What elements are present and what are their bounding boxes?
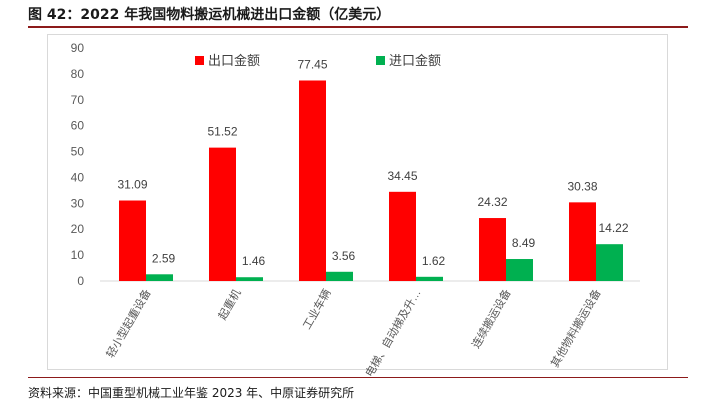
bars	[119, 80, 623, 281]
export-bar-1	[209, 147, 236, 281]
title-rule	[28, 26, 688, 28]
legend-label-1: 进口金额	[389, 53, 441, 68]
import-bar-2	[326, 271, 353, 281]
export-value-label-1: 51.52	[207, 125, 237, 139]
category-label-3: 电梯、自动梯及升…	[363, 287, 424, 379]
y-tick-label: 30	[71, 196, 85, 210]
category-label-4: 连续搬运设备	[468, 287, 513, 351]
export-bar-2	[299, 80, 326, 281]
legend-label-0: 出口金额	[208, 53, 260, 68]
y-tick-label: 50	[71, 145, 85, 159]
import-value-label-0: 2.59	[152, 251, 176, 265]
import-bar-3	[416, 276, 443, 281]
category-label-1: 起重机	[215, 287, 244, 323]
import-value-label-2: 3.56	[332, 249, 356, 263]
y-axis-ticks: 0 10 20 30 40 50 60 70 80 90	[71, 41, 85, 288]
bottom-rule	[28, 377, 688, 378]
export-value-label-2: 77.45	[297, 57, 327, 71]
export-bar-5	[569, 202, 596, 281]
import-value-label-5: 14.22	[598, 221, 628, 235]
export-bar-0	[119, 200, 146, 281]
legend-swatch-1	[376, 56, 385, 65]
y-tick-label: 80	[71, 67, 85, 81]
export-bar-3	[389, 191, 416, 281]
import-bar-0	[146, 274, 173, 281]
legend: 出口金额 进口金额	[195, 53, 441, 68]
y-tick-label: 70	[71, 93, 85, 107]
y-tick-label: 40	[71, 170, 85, 184]
import-value-label-4: 8.49	[512, 236, 536, 250]
export-value-label-0: 31.09	[117, 178, 147, 192]
import-bar-5	[596, 244, 623, 281]
y-tick-label: 0	[77, 274, 84, 288]
figure-title: 图 42：2022 年我国物料搬运机械进出口金额（亿美元）	[28, 7, 391, 23]
import-value-label-1: 1.46	[242, 254, 266, 268]
export-value-label-4: 24.32	[477, 195, 507, 209]
export-bar-4	[479, 218, 506, 281]
value-labels: 31.09 51.52 77.45 34.45 24.32 30.38 2.59 1.46 3.…	[117, 57, 628, 268]
category-labels: 轻小型起重设备 起重机 工业车辆 电梯、自动梯及升… 连续搬运设备 其他物料搬运设备	[103, 287, 604, 380]
export-value-label-3: 34.45	[387, 169, 417, 183]
category-label-5: 其他物料搬运设备	[547, 287, 603, 370]
category-label-2: 工业车辆	[299, 287, 333, 332]
y-tick-label: 20	[71, 222, 85, 236]
import-bar-4	[506, 259, 533, 281]
plot-frame	[47, 34, 668, 370]
legend-swatch-0	[195, 56, 204, 65]
import-bar-1	[236, 277, 263, 281]
category-label-0: 轻小型起重设备	[103, 287, 154, 361]
import-value-label-3: 1.62	[422, 254, 446, 268]
export-value-label-5: 30.38	[567, 179, 597, 193]
y-tick-label: 10	[71, 248, 85, 262]
source-note: 资料来源：中国重型机械工业年鉴 2023 年、中原证券研究所	[28, 386, 355, 400]
y-tick-label: 60	[71, 119, 85, 133]
y-tick-label: 90	[71, 41, 85, 55]
